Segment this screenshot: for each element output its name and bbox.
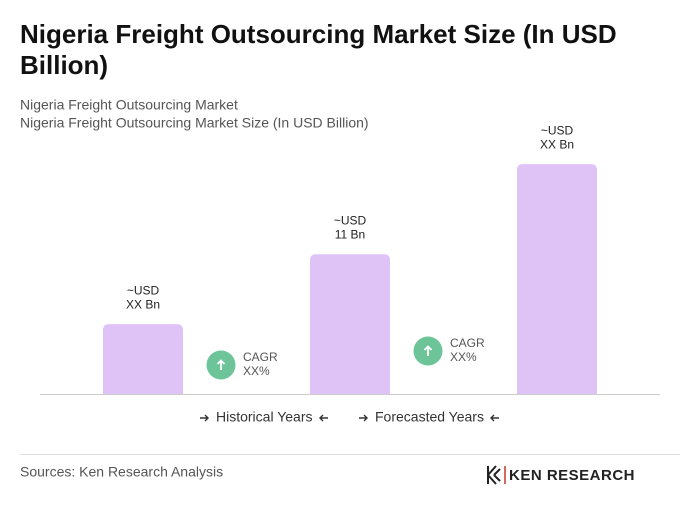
subtitle: Nigeria Freight Outsourcing Market [20,97,238,113]
bar [517,164,597,394]
legend-label: Forecasted Years [375,409,484,425]
cagr-label: XX% [243,364,270,378]
chart-title-line: Billion) [20,50,108,80]
legend-arrow [200,414,209,422]
source: Sources: Ken Research Analysis [20,464,223,480]
chart-title-line: Nigeria Freight Outsourcing Market Size … [20,19,617,49]
logo-text: KEN RESEARCH [509,467,635,484]
value-label: XX Bn [540,137,574,151]
subtitle: Nigeria Freight Outsourcing Market Size … [20,115,369,131]
legend-label: Historical Years [216,409,313,425]
value-label: ~USD [541,123,574,137]
cagr-arrow [423,345,433,356]
value-label: ~USD [334,213,367,227]
legend-arrow [359,414,368,422]
logo: KEN RESEARCH [487,465,635,485]
value-label: ~USD [127,283,160,297]
cagr-arrow [216,359,226,370]
cagr-label: CAGR [450,336,485,350]
value-label: XX Bn [126,297,160,311]
cagr-label: CAGR [243,350,278,364]
bar [103,324,183,394]
value-label: 11 Bn [335,227,365,241]
legend-arrow [490,414,499,422]
legend-arrow [319,414,328,422]
bar [310,254,390,394]
cagr-label: XX% [450,350,477,364]
